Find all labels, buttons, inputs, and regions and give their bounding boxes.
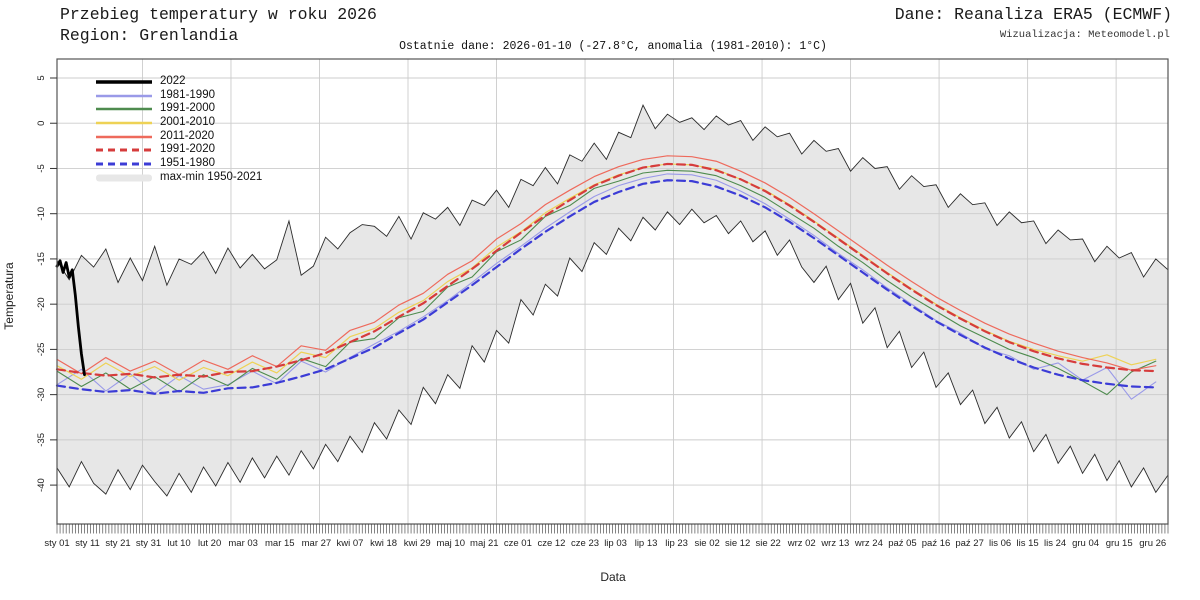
x-tick-label: paź 16 (922, 538, 951, 549)
y-tick-label: -30 (36, 388, 47, 402)
legend-item-2022: 2022 (96, 75, 262, 89)
y-axis-title: Temperatura (2, 262, 16, 330)
x-tick-label: wrz 02 (787, 538, 816, 549)
x-tick-label: lip 13 (635, 538, 658, 549)
series-line-1951-1980 (55, 179, 1157, 395)
y-tick-label: -5 (36, 164, 47, 172)
x-tick-label: sie 12 (725, 538, 750, 549)
max-envelope-line (56, 104, 1169, 287)
x-tick-label: kwi 29 (404, 538, 431, 549)
x-tick-label: cze 01 (504, 538, 532, 549)
x-axis-title: Data (600, 570, 626, 584)
x-tick-label: wrz 13 (820, 538, 849, 549)
legend-label: 1991-2000 (160, 102, 215, 115)
legend-line-swatch (96, 162, 152, 166)
x-tick-label: gru 15 (1106, 538, 1133, 549)
x-tick-label: sie 02 (694, 538, 719, 549)
x-tick-label: cze 12 (537, 538, 565, 549)
y-tick-label: -40 (36, 478, 47, 492)
legend: 2022 1981-1990 1991-2000 2001-2010 2011-2020… (96, 75, 262, 185)
legend-label: max-min 1950-2021 (160, 170, 263, 183)
x-tick-label: lut 10 (167, 538, 190, 549)
page-title: Przebieg temperatury w roku 2026 (60, 5, 377, 24)
legend-label: 2001-2010 (160, 116, 215, 129)
min-envelope-line (56, 208, 1169, 497)
x-tick-label: lut 20 (198, 538, 221, 549)
legend-line-swatch (96, 108, 152, 111)
x-tick-label: paź 05 (888, 538, 917, 549)
x-tick-label: maj 10 (436, 538, 465, 549)
y-tick-label: 0 (36, 121, 47, 126)
legend-item-1991-2020: 1991-2020 (96, 143, 262, 157)
x-tick-label: mar 27 (302, 538, 332, 549)
y-tick-label: -20 (36, 297, 47, 311)
legend-line-swatch (96, 121, 152, 125)
legend-label: 1991-2020 (160, 143, 215, 156)
x-tick-label: sie 22 (755, 538, 780, 549)
x-tick-label: kwi 18 (370, 538, 397, 549)
x-tick-label: cze 23 (571, 538, 599, 549)
x-tick-label: sty 21 (105, 538, 130, 549)
y-tick-label: 5 (36, 75, 47, 80)
x-tick-label: lis 06 (989, 538, 1011, 549)
series-line-2011-2020 (56, 155, 1157, 376)
x-tick-label: sty 01 (44, 538, 69, 549)
legend-label: 1951-1980 (160, 157, 215, 170)
legend-label: 1981-1990 (160, 88, 215, 101)
y-tick-label: -35 (36, 433, 47, 447)
legend-line-swatch (96, 148, 152, 152)
x-tick-label: paź 27 (955, 538, 984, 549)
data-source-label: Dane: Reanaliza ERA5 (ECMWF) (894, 5, 1172, 24)
max-min-band (57, 105, 1168, 496)
legend-label: 2022 (160, 75, 186, 87)
last-data-annotation: Ostatnie dane: 2026-01-10 (-27.8°C, anom… (399, 40, 827, 53)
legend-item-2001-2010: 2001-2010 (96, 116, 262, 130)
x-tick-label: mar 03 (228, 538, 258, 549)
x-tick-label: wrz 24 (854, 538, 883, 549)
legend-line-swatch (96, 94, 152, 97)
x-tick-label: sty 31 (136, 538, 161, 549)
x-tick-label: lip 23 (665, 538, 688, 549)
series-line-1991-2020 (55, 162, 1157, 379)
legend-line-swatch (96, 135, 152, 138)
y-tick-label: -10 (36, 207, 47, 221)
legend-item-1951-1980: 1951-1980 (96, 157, 262, 171)
legend-item-1981-1990: 1981-1990 (96, 89, 262, 103)
x-tick-label: gru 04 (1072, 538, 1099, 549)
x-tick-label: lis 24 (1044, 538, 1066, 549)
visualization-credit: Wizualizacja: Meteomodel.pl (999, 29, 1170, 41)
x-tick-label: maj 21 (470, 538, 499, 549)
x-tick-label: gru 26 (1139, 538, 1166, 549)
region-subtitle: Region: Grenlandia (60, 26, 239, 45)
legend-line-swatch (96, 80, 152, 84)
legend-band-swatch (96, 174, 152, 182)
legend-item-max-min-1950-2021: max-min 1950-2021 (96, 171, 262, 185)
legend-item-2011-2020: 2011-2020 (96, 130, 262, 144)
x-tick-label: lip 03 (604, 538, 627, 549)
x-tick-label: lis 15 (1017, 538, 1039, 549)
x-tick-label: mar 15 (265, 538, 295, 549)
series-line-1991-2000 (56, 169, 1157, 396)
y-tick-label: -25 (36, 343, 47, 357)
legend-item-1991-2000: 1991-2000 (96, 102, 262, 116)
series-line-2022 (55, 259, 86, 377)
y-tick-label: -15 (36, 252, 47, 266)
x-tick-label: sty 11 (75, 538, 100, 549)
x-tick-label: kwi 07 (337, 538, 364, 549)
legend-label: 2011-2020 (160, 129, 215, 142)
